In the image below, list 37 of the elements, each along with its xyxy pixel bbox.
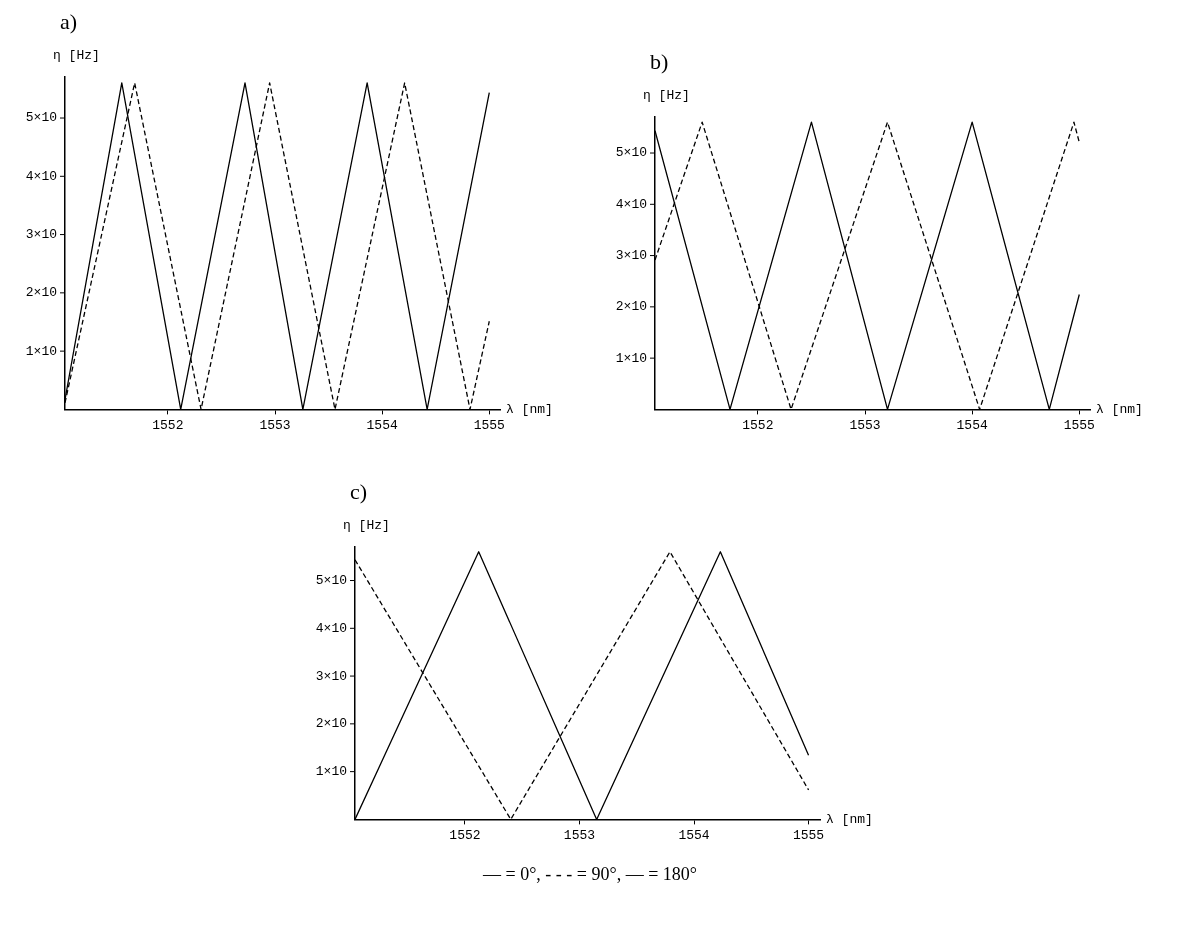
x-tick-label: 1552 (152, 417, 184, 433)
x-tick-label: 1553 (563, 827, 596, 843)
text: 3×10 (25, 227, 57, 243)
text: 5×10 (315, 572, 347, 588)
text: 5×10 (615, 145, 647, 161)
x-tick-label: 1552 (742, 417, 774, 433)
x-tick-label: 1554 (956, 417, 988, 433)
y-axis-title: η [Hz] (643, 88, 690, 104)
x-tick-label: 1554 (366, 417, 398, 433)
x-tick-label: 1553 (849, 417, 881, 433)
text: 4×10 (615, 196, 647, 212)
text: 2×10 (615, 299, 647, 315)
text: 1×10 (25, 343, 57, 359)
text: 2×10 (315, 716, 347, 732)
chart-title: a) (60, 8, 78, 34)
x-tick-label: 1555 (473, 417, 505, 433)
x-tick-label: 1555 (1063, 417, 1095, 433)
x-axis-title: λ [nm] (506, 401, 553, 417)
chart-title: c) (350, 478, 368, 504)
y-axis-title: η [Hz] (343, 518, 390, 534)
text: 4×10 (25, 168, 57, 184)
text: 3×10 (615, 248, 647, 264)
text: 4×10 (315, 620, 347, 636)
chart-title: b) (650, 48, 669, 74)
x-tick-label: 1554 (678, 827, 710, 843)
text: 5×10 (25, 110, 57, 126)
text: 2×10 (25, 285, 57, 301)
x-axis-title: λ [nm] (1096, 401, 1143, 417)
x-tick-label: 1553 (259, 417, 291, 433)
x-axis-title: λ [nm] (826, 811, 873, 827)
text: 1×10 (615, 350, 647, 366)
y-axis-title: η [Hz] (53, 48, 100, 64)
text: 3×10 (315, 668, 347, 684)
x-tick-label: 1552 (449, 827, 481, 843)
text: 1×10 (315, 764, 347, 780)
text: — = 0°, - - - = 90°, — = 180° (482, 864, 698, 885)
x-tick-label: 1555 (792, 827, 825, 843)
